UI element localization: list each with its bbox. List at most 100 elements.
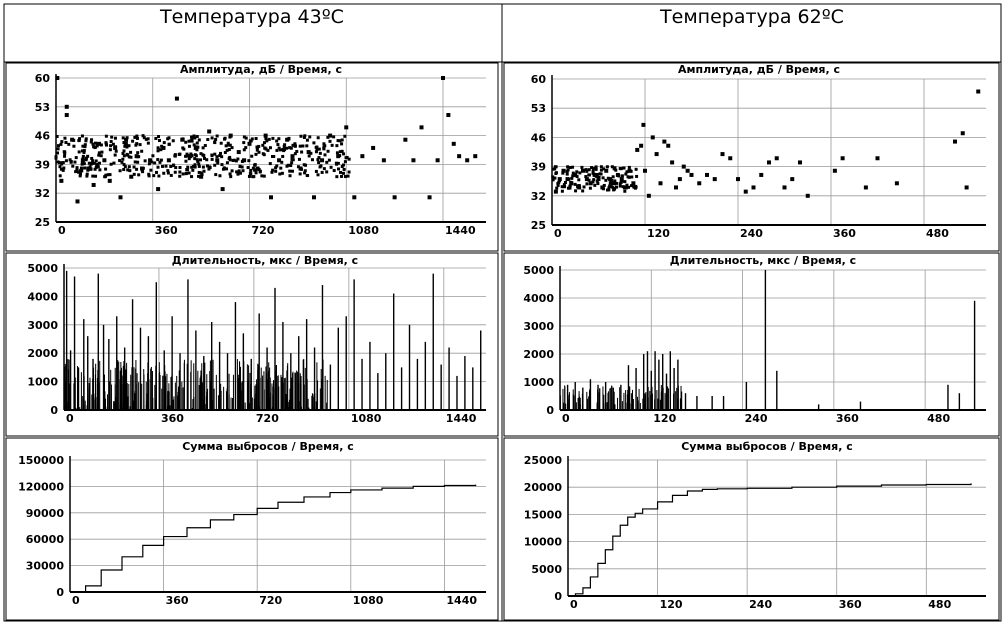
x-tick-label: 1440 bbox=[445, 224, 476, 237]
scatter-point bbox=[169, 164, 173, 168]
scatter-point bbox=[627, 168, 632, 173]
scatter-point bbox=[82, 162, 86, 166]
y-tick-label: 5000 bbox=[27, 262, 58, 275]
scatter-point bbox=[553, 165, 557, 169]
scatter-point bbox=[154, 170, 158, 174]
scatter-point bbox=[77, 150, 81, 154]
scatter-point bbox=[121, 136, 125, 140]
scatter-point bbox=[94, 159, 98, 163]
scatter-point bbox=[60, 140, 64, 144]
scatter-point bbox=[705, 172, 709, 177]
scatter-point bbox=[231, 158, 235, 162]
scatter-point bbox=[342, 152, 346, 156]
scatter-point bbox=[97, 151, 101, 155]
scatter-point bbox=[75, 168, 79, 172]
scatter-point bbox=[140, 149, 144, 153]
scatter-point bbox=[148, 158, 153, 163]
scatter-point bbox=[156, 149, 160, 153]
scatter-point bbox=[184, 154, 188, 158]
scatter-point bbox=[630, 175, 634, 179]
scatter-point bbox=[275, 139, 279, 143]
scatter-point bbox=[191, 168, 195, 172]
scatter-point bbox=[86, 166, 91, 171]
scatter-point bbox=[164, 164, 168, 168]
y-tick-label: 0 bbox=[546, 404, 554, 417]
x-tick-label: 1080 bbox=[353, 594, 384, 607]
scatter-point bbox=[584, 175, 588, 179]
scatter-point bbox=[392, 195, 397, 200]
scatter-point bbox=[325, 160, 329, 164]
scatter-point bbox=[275, 164, 279, 168]
scatter-point bbox=[192, 134, 196, 138]
scatter-point bbox=[302, 135, 306, 139]
scatter-point bbox=[608, 181, 612, 185]
scatter-point bbox=[58, 165, 62, 169]
scatter-point bbox=[157, 135, 161, 139]
scatter-point bbox=[584, 177, 589, 182]
scatter-point bbox=[181, 146, 185, 150]
scatter-point bbox=[123, 144, 127, 148]
scatter-point bbox=[55, 76, 60, 80]
scatter-point bbox=[213, 152, 217, 156]
scatter-point bbox=[345, 155, 349, 159]
scatter-point bbox=[210, 157, 214, 161]
scatter-point bbox=[166, 169, 170, 173]
scatter-point bbox=[79, 172, 83, 176]
scatter-point bbox=[151, 154, 155, 158]
scatter-point bbox=[568, 186, 572, 190]
scatter-point bbox=[73, 160, 77, 164]
scatter-point bbox=[100, 150, 104, 154]
scatter-point bbox=[317, 147, 321, 151]
scatter-point bbox=[310, 158, 314, 162]
y-tick-label: 120000 bbox=[18, 480, 64, 493]
scatter-point bbox=[96, 165, 100, 169]
panel-title: Амплитуда, дБ / Время, с bbox=[180, 63, 342, 76]
scatter-point bbox=[596, 177, 601, 182]
scatter-point bbox=[621, 185, 625, 189]
scatter-point bbox=[270, 170, 274, 174]
scatter-point bbox=[555, 186, 559, 190]
scatter-point bbox=[228, 155, 232, 159]
scatter-point bbox=[623, 189, 627, 193]
scatter-point bbox=[215, 158, 220, 163]
scatter-point bbox=[317, 156, 321, 160]
x-tick-label: 360 bbox=[161, 412, 184, 425]
scatter-point bbox=[99, 143, 103, 147]
scatter-point bbox=[265, 139, 269, 143]
scatter-point bbox=[194, 154, 198, 158]
scatter-point bbox=[759, 172, 764, 177]
scatter-point bbox=[242, 141, 246, 145]
scatter-point bbox=[573, 182, 577, 186]
scatter-point bbox=[144, 137, 148, 141]
scatter-point bbox=[381, 158, 386, 163]
scatter-point bbox=[441, 76, 445, 80]
scatter-point bbox=[565, 177, 570, 182]
scatter-point bbox=[595, 173, 599, 177]
scatter-point bbox=[625, 183, 629, 187]
scatter-point bbox=[227, 148, 231, 152]
x-tick-label: 360 bbox=[839, 598, 862, 611]
scatter-point bbox=[578, 171, 582, 175]
scatter-point bbox=[247, 141, 252, 146]
scatter-point bbox=[260, 174, 264, 178]
scatter-point bbox=[234, 159, 238, 163]
scatter-point bbox=[129, 150, 133, 154]
x-tick-label: 720 bbox=[252, 224, 275, 237]
scatter-point bbox=[56, 147, 60, 151]
scatter-point bbox=[54, 156, 58, 160]
scatter-point bbox=[322, 142, 326, 146]
scatter-point bbox=[80, 149, 84, 153]
scatter-point bbox=[305, 173, 309, 177]
scatter-point bbox=[122, 163, 126, 167]
scatter-point bbox=[137, 173, 141, 177]
scatter-point bbox=[473, 154, 478, 159]
scatter-point bbox=[200, 173, 204, 177]
scatter-point bbox=[782, 185, 787, 190]
scatter-point bbox=[612, 181, 616, 186]
scatter-point bbox=[604, 178, 608, 182]
x-tick-label: 0 bbox=[58, 224, 66, 237]
y-tick-label: 90000 bbox=[26, 507, 65, 520]
scatter-point bbox=[184, 159, 188, 163]
scatter-point bbox=[207, 129, 212, 134]
scatter-point bbox=[138, 143, 142, 147]
